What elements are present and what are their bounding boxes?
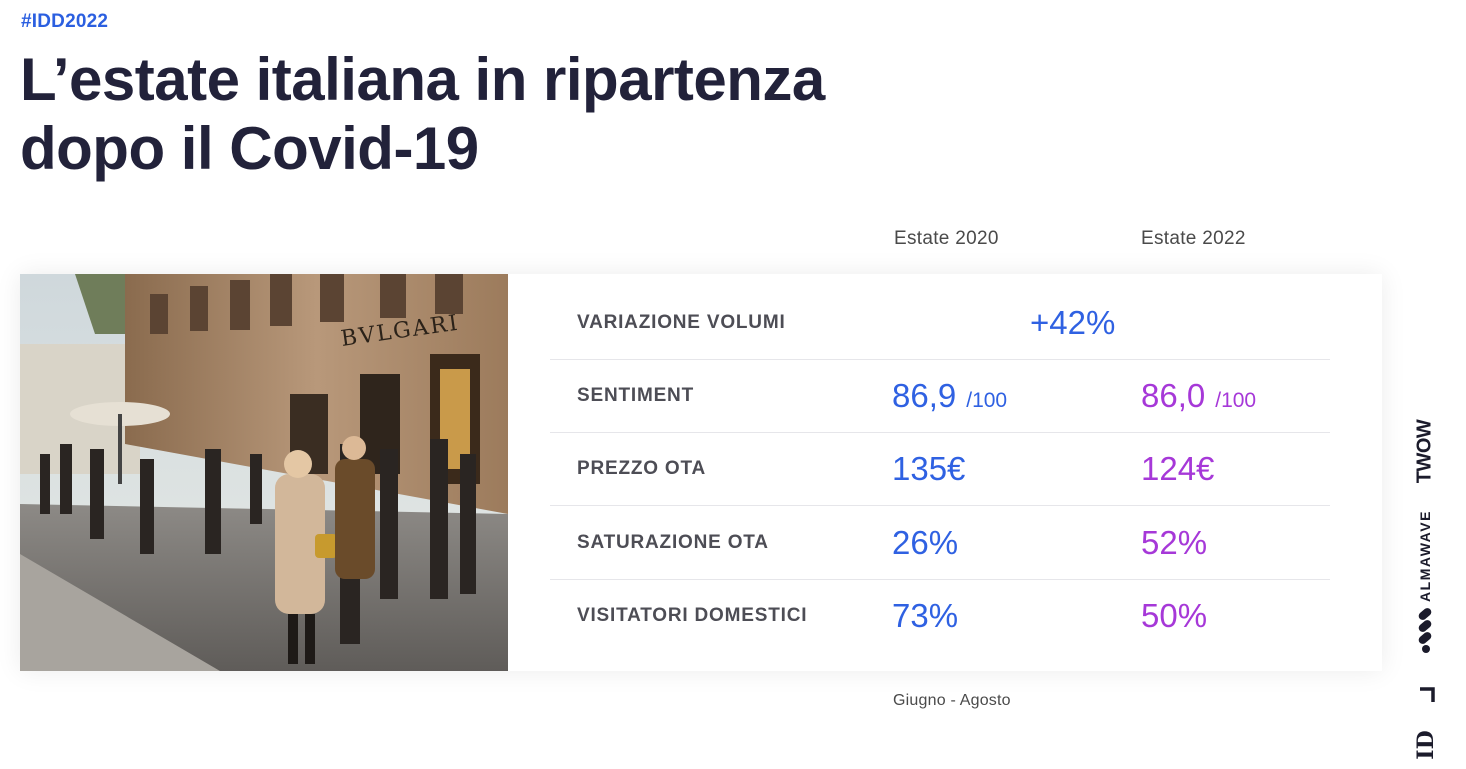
almawave-logo: ALMAWAVE <box>1417 510 1433 602</box>
row-variazione-volumi: VARIAZIONE VOLUMI +42% <box>550 286 1330 360</box>
twow-logo: TWOW <box>1413 419 1436 484</box>
value-unit: /100 <box>1215 389 1257 412</box>
value-2022: 124€ <box>1141 450 1215 487</box>
bracket-icon <box>1418 686 1436 704</box>
value-combined: +42% <box>1030 304 1116 341</box>
column-header-2020: Estate 2020 <box>894 228 999 249</box>
title-line-1: L’estate italiana in ripartenza <box>20 46 825 113</box>
title-line-2: dopo il Covid-19 <box>20 115 479 182</box>
value-2022: 52% <box>1141 524 1208 561</box>
value-2020: 86,9/100 <box>892 359 1007 437</box>
row-saturazione-ota: SATURAZIONE OTA 26% 52% <box>550 506 1330 580</box>
value-2022: 50% <box>1141 597 1208 634</box>
street-photo: BVLGARI <box>20 274 508 671</box>
stats-card: BVLGARI <box>20 274 1382 671</box>
row-sentiment: SENTIMENT 86,9/100 86,0/100 <box>550 359 1330 433</box>
idd-logo: ID <box>1413 730 1439 760</box>
value-number: 86,9 <box>892 377 957 414</box>
value-number: 86,0 <box>1141 377 1206 414</box>
row-label: SENTIMENT <box>577 385 694 406</box>
row-label: PREZZO OTA <box>577 458 707 479</box>
value-2020: 73% <box>892 597 959 634</box>
row-prezzo-ota: PREZZO OTA 135€ 124€ <box>550 432 1330 506</box>
row-label: VARIAZIONE VOLUMI <box>577 312 786 333</box>
value-unit: /100 <box>966 389 1008 412</box>
value-2020: 26% <box>892 524 959 561</box>
almawave-mark-icon <box>1416 608 1436 654</box>
value-2022: 86,0/100 <box>1141 359 1256 437</box>
column-header-2022: Estate 2022 <box>1141 228 1246 249</box>
row-label: SATURAZIONE OTA <box>577 532 769 553</box>
page-title: L’estate italiana in ripartenza dopo il … <box>20 45 825 183</box>
row-visitatori-domestici: VISITATORI DOMESTICI 73% 50% <box>550 579 1330 652</box>
value-2020: 135€ <box>892 450 966 487</box>
period-footnote: Giugno - Agosto <box>893 692 1011 709</box>
row-label: VISITATORI DOMESTICI <box>577 605 808 626</box>
hashtag: #IDD2022 <box>21 11 109 32</box>
